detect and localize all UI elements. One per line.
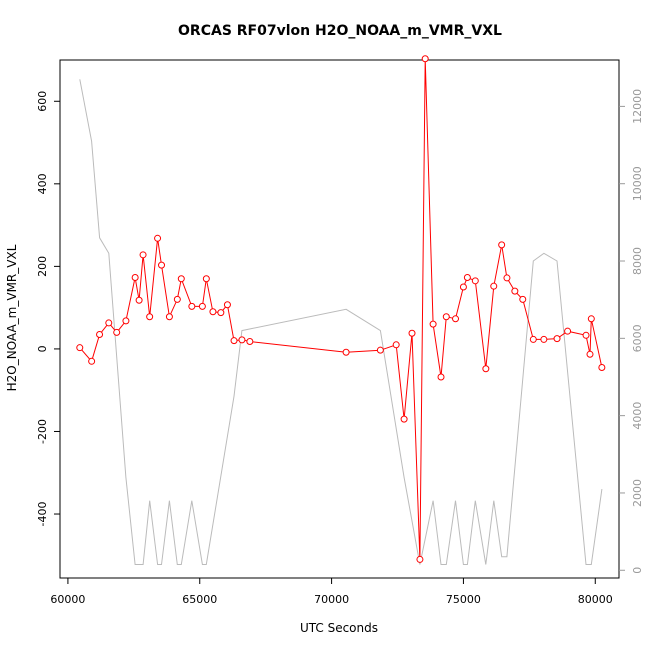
data-point [564,327,572,335]
x-tick-label: 75000 [446,593,481,606]
data-point [165,313,173,321]
data-point [503,274,511,282]
data-point [188,302,196,310]
data-point [392,341,400,349]
data-point [598,363,606,371]
y2-tick-label: 10000 [631,166,644,201]
y-tick-label: -200 [36,419,49,444]
data-point [154,234,162,242]
data-point [459,283,467,291]
y-tick-label: -400 [36,502,49,527]
secondary-series-line [79,79,603,565]
data-point [463,274,471,282]
data-point [146,313,154,321]
x-axis-label: UTC Seconds [300,621,378,635]
data-point [177,275,185,283]
data-point [113,328,121,336]
data-point [582,331,590,339]
data-point [490,282,498,290]
data-point [139,251,147,259]
data-point [158,261,166,269]
data-point [498,241,506,249]
data-point [76,344,84,352]
data-point [482,365,490,373]
x-axis: 60000 65000 70000 75000 80000 [50,578,613,606]
data-point [553,335,561,343]
data-point [408,329,416,337]
data-point [442,313,450,321]
data-point [540,335,548,343]
data-point [519,295,527,303]
primary-series-line [79,58,603,560]
chart-title: ORCAS RF07vlon H2O_NOAA_m_VMR_VXL [178,23,502,39]
data-point [198,302,206,310]
data-point [135,296,143,304]
x-tick-label: 65000 [182,593,217,606]
y-tick-label: 400 [36,173,49,194]
x-tick-label: 80000 [578,593,613,606]
data-point [230,337,238,345]
data-point [217,309,225,317]
data-point [452,315,460,323]
y2-tick-label: 8000 [631,247,644,275]
plot-frame [59,59,620,579]
x-tick-label: 60000 [50,593,85,606]
y2-tick-label: 2000 [631,479,644,507]
data-point [429,320,437,328]
y-axis-right: 0 2000 4000 6000 8000 10000 12000 [619,89,644,574]
data-point [202,275,210,283]
data-point [587,315,595,323]
data-point [209,308,217,316]
data-point [122,317,130,325]
data-point [131,274,139,282]
series-secondary [79,79,603,565]
data-point [246,337,254,345]
x-tick-label: 70000 [314,593,349,606]
y2-tick-label: 12000 [631,89,644,124]
data-point [586,350,594,358]
data-point [511,287,519,295]
data-point [529,335,537,343]
y2-tick-label: 4000 [631,402,644,430]
y-tick-label: 600 [36,91,49,112]
y-tick-label: 200 [36,256,49,277]
y2-tick-label: 6000 [631,324,644,352]
data-point [88,357,96,365]
data-point [173,295,181,303]
data-point [223,301,231,309]
data-point [437,373,445,381]
data-point [238,336,246,344]
data-point [105,319,113,327]
data-point [421,55,429,63]
data-point [416,555,424,563]
data-point [342,348,350,356]
y-axis-label: H2O_NOAA_m_VMR_VXL [5,244,19,391]
data-point [400,415,408,423]
y-tick-label: 0 [36,345,49,352]
y2-tick-label: 0 [631,567,644,574]
data-point [376,346,384,354]
y-axis-left: -400 -200 0 200 400 600 [36,91,60,527]
data-point [96,330,104,338]
data-point [471,277,479,285]
series-primary [76,55,606,563]
